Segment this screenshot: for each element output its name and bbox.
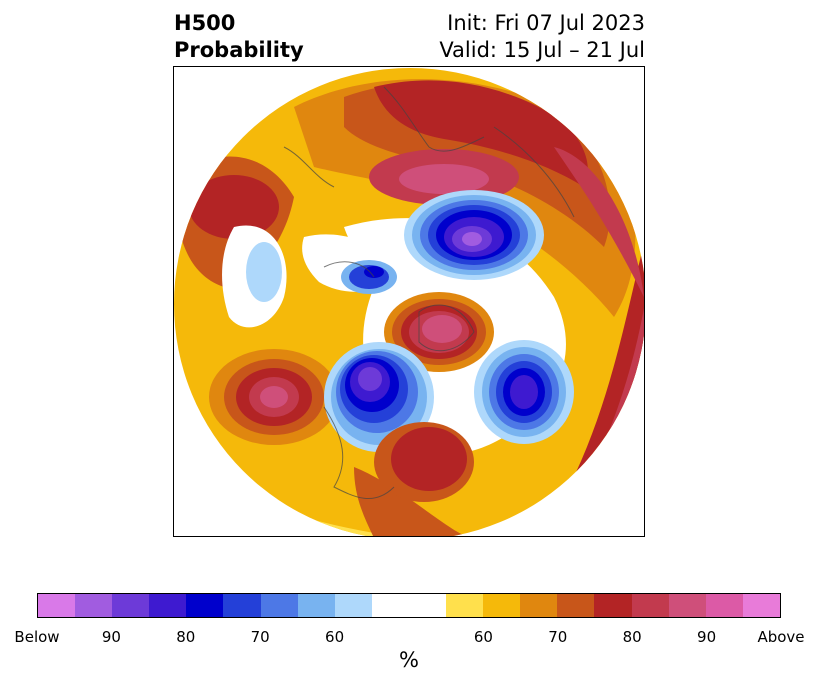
colorbar-segment	[75, 594, 113, 617]
below-normal-atlantic-west	[246, 242, 282, 302]
colorbar-tick-label: 70	[250, 628, 270, 646]
map-panel	[173, 66, 645, 537]
colorbar-tick-label: 60	[325, 628, 345, 646]
title-left: H500 Probability	[174, 10, 304, 64]
colorbar-segment	[371, 594, 447, 617]
probability-map	[174, 68, 644, 536]
colorbar-segment	[260, 594, 298, 617]
below-normal-north-atlantic	[510, 375, 538, 409]
colorbar-segment	[38, 594, 76, 617]
colorbar-segment	[557, 594, 595, 617]
colorbar-segment	[334, 594, 372, 617]
colorbar-segment	[483, 594, 521, 617]
above-normal-greenland	[422, 315, 462, 343]
colorbar-segment	[594, 594, 632, 617]
colorbar-tick-label: 80	[176, 628, 196, 646]
colorbar-segment	[223, 594, 261, 617]
coastline-overlay	[283, 86, 575, 500]
contour-core	[260, 386, 288, 408]
colorbar-unit-label: %	[399, 648, 419, 672]
colorbar-tick-label: 90	[697, 628, 717, 646]
colorbar	[37, 593, 781, 618]
contour-core	[399, 164, 489, 194]
colorbar-segment	[742, 594, 780, 617]
above-normal-eastern-us	[391, 427, 467, 491]
title-variable: H500	[174, 11, 236, 35]
colorbar-tick-label: 60	[473, 628, 493, 646]
colorbar-tick-label: 80	[622, 628, 642, 646]
contour-core	[462, 232, 482, 246]
contour-core	[364, 266, 384, 278]
title-valid-range: Valid: 15 Jul – 21 Jul	[439, 38, 645, 62]
colorbar-tick-label: 90	[101, 628, 121, 646]
colorbar-segment	[186, 594, 224, 617]
colorbar-segment	[446, 594, 484, 617]
colorbar-tick-label: Below	[14, 628, 60, 646]
above-normal-europe	[189, 175, 279, 239]
title-right: Init: Fri 07 Jul 2023 Valid: 15 Jul – 21…	[439, 10, 645, 64]
colorbar-segment	[520, 594, 558, 617]
colorbar-segment	[297, 594, 335, 617]
title-product: Probability	[174, 38, 304, 62]
colorbar-segment	[631, 594, 669, 617]
colorbar-segment	[668, 594, 706, 617]
colorbar-tick-label: Above	[757, 628, 805, 646]
colorbar-tick-label: 70	[548, 628, 568, 646]
colorbar-segment	[112, 594, 150, 617]
colorbar-segment	[705, 594, 743, 617]
contour-core	[358, 367, 382, 391]
colorbar-segment	[149, 594, 187, 617]
title-init-date: Init: Fri 07 Jul 2023	[447, 11, 645, 35]
